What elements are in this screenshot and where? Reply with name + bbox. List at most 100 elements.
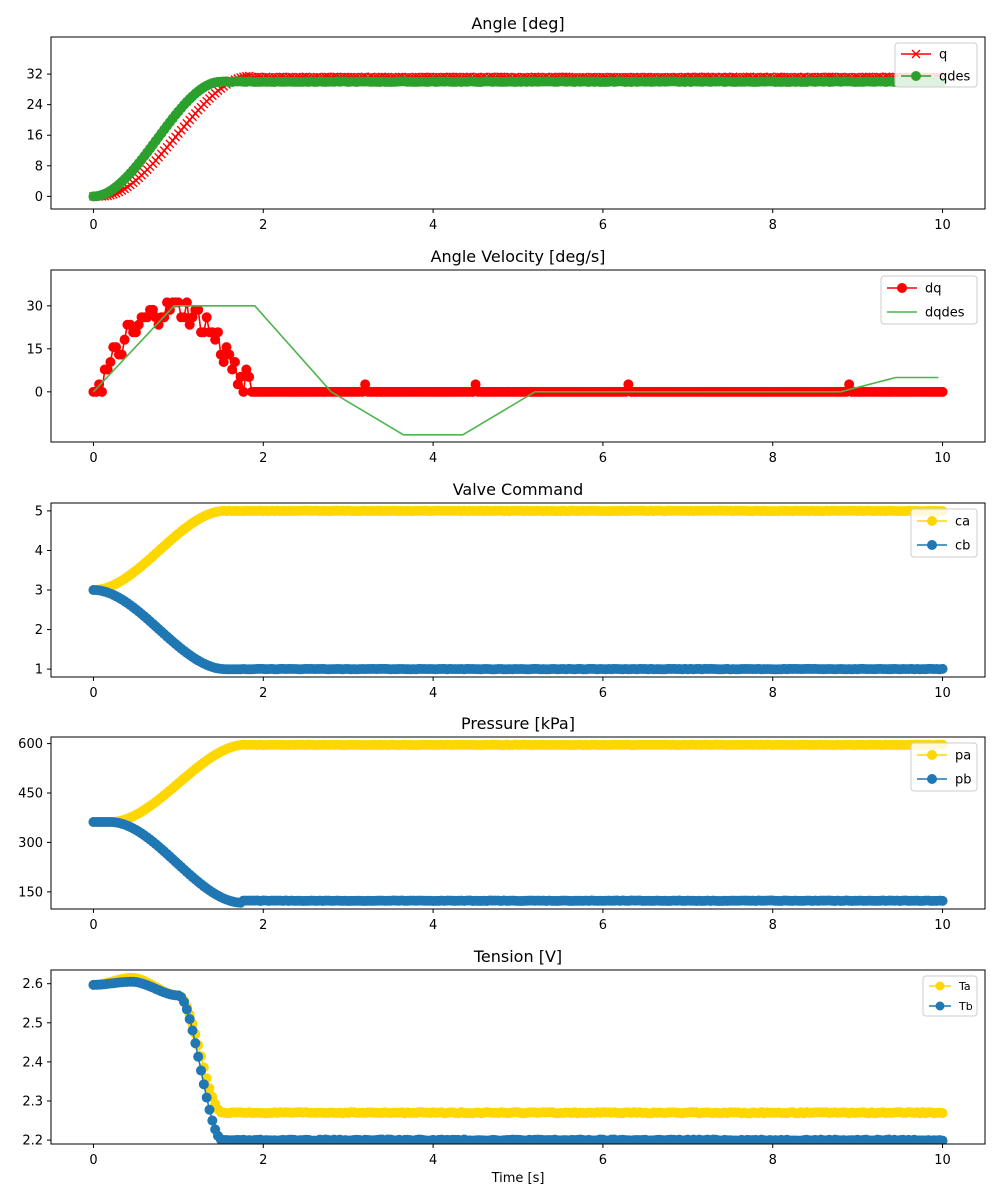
y-tick-label: 2.5	[22, 1016, 43, 1031]
chart-panel-2: Angle Velocity [deg/s] 0 2 4 6 8 10 0 15 30 dq dqde…	[26, 247, 986, 466]
y-tick-label: 4	[35, 544, 43, 559]
x-tick-label: 6	[599, 218, 607, 233]
series-Ta	[88, 972, 948, 1119]
series-dqdes	[92, 305, 939, 436]
y-tick-label: 32	[26, 68, 43, 83]
x-tick-label: 6	[599, 451, 607, 466]
series-line-Ta	[93, 976, 943, 1115]
legend-label: dq	[925, 282, 942, 297]
series-markers-Tb	[88, 976, 948, 1144]
legend-label: Ta	[958, 980, 971, 993]
y-tick-label: 600	[18, 737, 43, 752]
y-tick-label: 300	[18, 836, 43, 851]
legend: q qdes	[894, 42, 978, 88]
y-tick-label: 2.3	[22, 1094, 43, 1109]
axes-frame	[50, 269, 986, 443]
series-line-pb	[93, 821, 943, 904]
y-tick-label: 15	[26, 342, 43, 357]
chart-title: Angle Velocity [deg/s]	[431, 247, 606, 266]
x-tick-label: 0	[89, 918, 97, 933]
series-markers-q	[88, 71, 948, 201]
legend-label: cb	[955, 539, 970, 554]
series-markers-Ta	[88, 972, 948, 1119]
x-tick-label: 10	[934, 686, 951, 701]
legend-label: pb	[955, 773, 972, 788]
y-tick-label: 1	[35, 663, 43, 678]
x-tick-label: 8	[769, 218, 777, 233]
series-pb	[88, 817, 948, 908]
legend: ca cb	[910, 508, 978, 558]
x-tick-label: 8	[769, 686, 777, 701]
x-tick-label: 0	[89, 218, 97, 233]
y-tick-label: 2.6	[22, 977, 43, 992]
y-tick-label: 30	[26, 299, 43, 314]
legend: dq dqdes	[880, 275, 978, 325]
legend-label: ca	[955, 515, 970, 530]
y-tick-label: 2.4	[22, 1055, 43, 1070]
series-markers-pa	[88, 739, 948, 828]
y-tick-label: 450	[18, 787, 43, 802]
series-markers-qdes	[88, 76, 948, 202]
y-tick-label: 2.2	[22, 1134, 43, 1149]
x-tick-label: 10	[934, 918, 951, 933]
x-tick-label: 6	[599, 918, 607, 933]
y-tick-label: 2	[35, 623, 43, 638]
legend-label: dqdes	[925, 306, 965, 321]
x-tick-label: 2	[259, 1153, 267, 1168]
legend-label: pa	[955, 749, 971, 764]
series-dq	[88, 297, 948, 397]
axes-frame	[50, 969, 986, 1145]
y-tick-label: 5	[35, 504, 43, 519]
x-tick-label: 4	[429, 218, 437, 233]
series-line-cb	[93, 589, 943, 671]
x-tick-label: 4	[429, 918, 437, 933]
series-Tb	[88, 976, 948, 1144]
series-ca	[88, 505, 948, 595]
series-markers-dq	[88, 297, 948, 397]
legend-label: q	[939, 48, 947, 63]
x-tick-label: 0	[89, 686, 97, 701]
series-markers-ca	[88, 505, 948, 595]
series-q	[88, 71, 948, 201]
y-tick-label: 16	[26, 129, 43, 144]
x-tick-label: 10	[934, 1153, 951, 1168]
chart-title: Tension [V]	[473, 947, 562, 966]
x-tick-label: 2	[259, 218, 267, 233]
x-tick-label: 8	[769, 918, 777, 933]
chart-title: Pressure [kPa]	[461, 714, 575, 733]
chart-title: Angle [deg]	[471, 14, 564, 33]
legend-label: Tb	[958, 1000, 973, 1013]
chart-panel-5: Tension [V] 0 2 4 6 8 10 2.2 2.3 2.4 2.5 2.6 Time [s…	[22, 947, 986, 1186]
x-tick-label: 0	[89, 451, 97, 466]
legend: Ta Tb	[922, 975, 978, 1017]
series-markers-cb	[88, 585, 948, 675]
x-tick-label: 10	[934, 218, 951, 233]
y-tick-label: 8	[35, 159, 43, 174]
x-tick-label: 4	[429, 1153, 437, 1168]
x-tick-label: 6	[599, 686, 607, 701]
series-line-dq	[93, 299, 943, 393]
x-tick-label: 6	[599, 1153, 607, 1168]
x-tick-label: 10	[934, 451, 951, 466]
series-line-qdes	[93, 80, 943, 198]
series-markers-pb	[88, 817, 948, 908]
chart-title: Valve Command	[453, 480, 584, 499]
y-tick-label: 24	[26, 98, 43, 113]
x-tick-label: 8	[769, 451, 777, 466]
series-line-ca	[93, 509, 943, 591]
x-tick-label: 2	[259, 686, 267, 701]
series-cb	[88, 585, 948, 675]
chart-panel-4: Pressure [kPa] 0 2 4 6 8 10 150 300 450 600 pa pb	[18, 714, 986, 933]
series-pa	[88, 739, 948, 828]
x-tick-label: 2	[259, 451, 267, 466]
x-tick-label: 8	[769, 1153, 777, 1168]
y-tick-label: 150	[18, 885, 43, 900]
axes-frame	[50, 736, 986, 910]
x-axis-label: Time [s]	[491, 1171, 545, 1186]
y-tick-label: 0	[35, 385, 43, 400]
legend: pa pb	[910, 742, 978, 792]
legend-label: qdes	[939, 70, 971, 85]
